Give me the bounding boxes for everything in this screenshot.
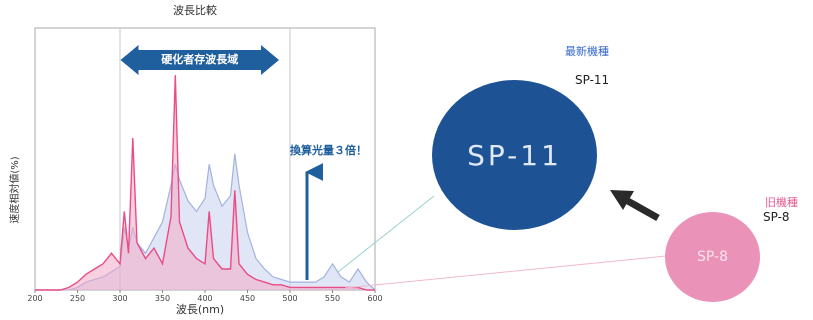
new-model-caption: 最新機種 [565, 45, 609, 58]
x-tick-label: 450 [240, 294, 255, 303]
x-tick-label: 300 [112, 294, 127, 303]
x-tick-label: 350 [155, 294, 170, 303]
series-pink-line [35, 75, 375, 291]
new-model-circle-label: SP-11 [467, 138, 562, 172]
y-axis-label: 速度相対値(%) [8, 156, 21, 223]
x-tick-label: 250 [70, 294, 85, 303]
new-model-name: SP-11 [575, 73, 610, 87]
x-tick-label: 600 [367, 294, 382, 303]
wavelength-band-label: 硬化者存波長域 [161, 52, 238, 66]
connector-line-new [337, 195, 435, 273]
old-model-circle-label: SP-8 [697, 249, 728, 265]
x-axis-ticks: 200 250 300 350 400 450 500 550 600 [27, 290, 383, 303]
x-axis-label: 波長(nm) [176, 303, 224, 316]
wavelength-band-arrow [120, 45, 279, 75]
connector-line-old [344, 255, 667, 289]
old-model-name: SP-8 [763, 210, 790, 224]
old-model-caption: 旧機種 [765, 196, 798, 209]
x-tick-label: 550 [325, 294, 340, 303]
x-tick-label: 400 [197, 294, 212, 303]
old-model-circle: SP-8 [665, 212, 760, 302]
light-amount-label: 換算光量３倍！ [290, 143, 367, 157]
series-blue-area [35, 153, 375, 290]
x-tick-label: 500 [282, 294, 297, 303]
chart-title: 波長比較 [173, 3, 217, 17]
upgrade-pointer-arrow-head [610, 190, 634, 210]
upgrade-pointer-arrow-shaft [624, 196, 660, 222]
new-model-circle: SP-11 [432, 80, 597, 230]
x-tick-label: 200 [27, 294, 42, 303]
